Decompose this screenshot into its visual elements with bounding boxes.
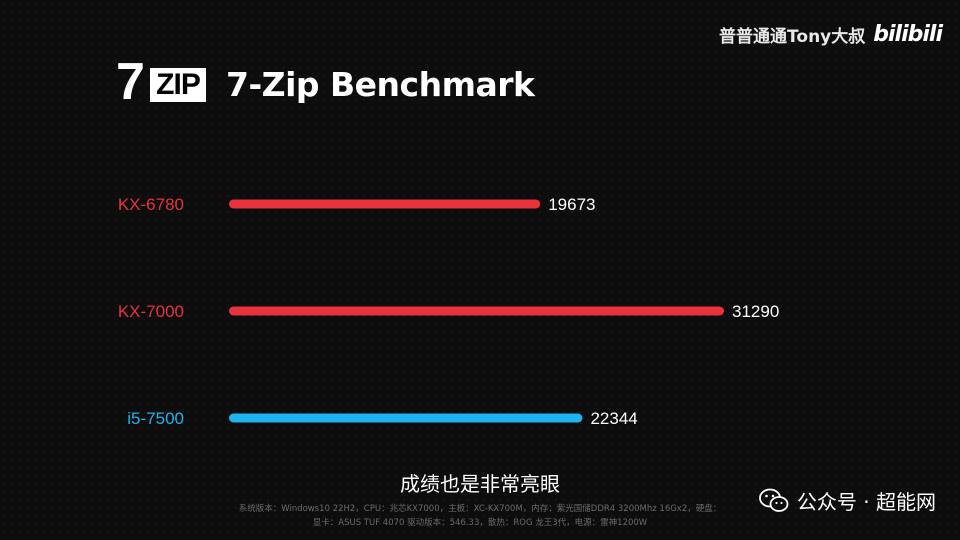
chart-title: 7-Zip Benchmark <box>226 64 535 104</box>
wechat-label: 公众号 · 超能网 <box>796 490 936 514</box>
wechat-icon <box>759 488 789 512</box>
channel-watermark: 普普通通Tony大叔 bilibili <box>719 22 943 47</box>
category-label: KX-6780 <box>118 195 184 214</box>
test-spec-line-1: 系统版本：Windows10 22H2，CPU：兆芯KX7000，主板：XC-K… <box>238 504 722 514</box>
value-label: 19673 <box>548 195 595 214</box>
bar <box>229 199 541 209</box>
logo-seven: 7 <box>116 53 145 111</box>
category-label: KX-7000 <box>118 302 184 321</box>
wechat-watermark: 公众号 · 超能网 <box>759 486 936 515</box>
bar <box>229 306 724 316</box>
value-label: 22344 <box>590 409 637 428</box>
bar <box>229 413 583 423</box>
bilibili-logo: bilibili <box>873 22 943 47</box>
video-subtitle: 成绩也是非常亮眼 <box>400 472 560 496</box>
chart-header: 7 ZIP 7-Zip Benchmark <box>116 53 535 112</box>
7zip-logo: 7 ZIP <box>116 53 212 112</box>
value-label: 31290 <box>732 302 779 321</box>
logo-zip: ZIP <box>150 68 206 102</box>
channel-name: 普普通通Tony大叔 <box>719 27 866 47</box>
test-spec-line-2: 显卡：ASUS TUF 4070 驱动版本：546.33，散热：ROG 龙王3代… <box>312 518 648 528</box>
category-label: i5-7500 <box>127 409 184 428</box>
